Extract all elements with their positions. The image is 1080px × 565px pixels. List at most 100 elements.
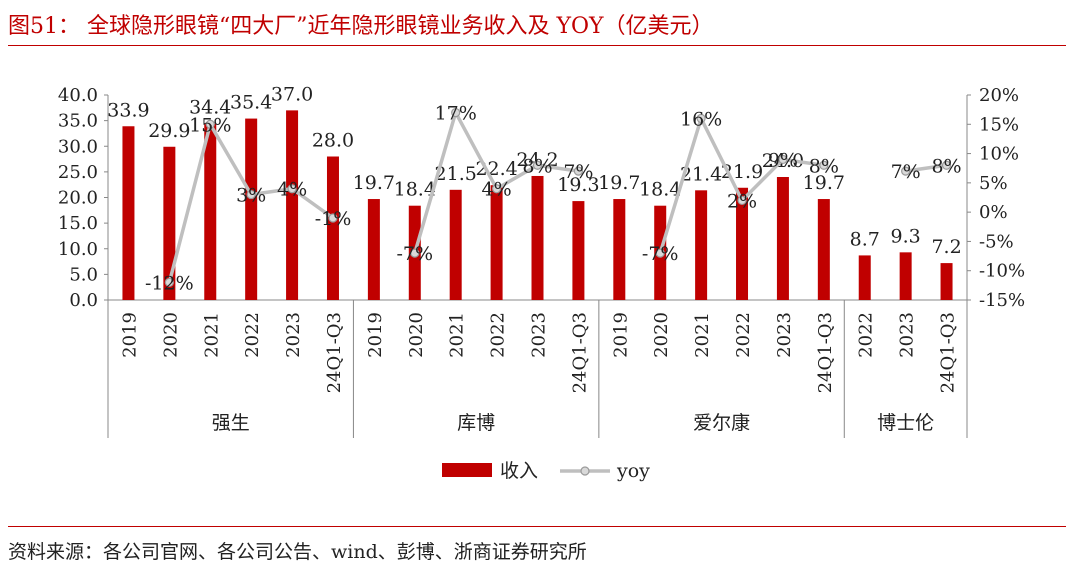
yoy-point — [205, 119, 215, 129]
yoy-data-label: 15% — [189, 114, 231, 136]
revenue-bar — [367, 199, 380, 300]
group-label: 强生 — [212, 412, 250, 434]
revenue-bar — [449, 189, 462, 300]
category-tick-label: 2023 — [283, 312, 304, 358]
category-tick-label: 2019 — [610, 312, 631, 358]
category-tick-label: 2022 — [488, 312, 509, 358]
category-tick-label: 2020 — [406, 312, 427, 358]
figure-title: 图51： 全球隐形眼镜“四大厂”近年隐形眼镜业务收入及 YOY（亿美元） — [8, 14, 714, 39]
legend-label-yoy: yoy — [616, 460, 650, 482]
category-tick-label: 2023 — [897, 312, 918, 358]
revenue-bar — [899, 252, 912, 300]
yoy-point — [941, 160, 952, 170]
revenue-data-label: 29.9 — [148, 120, 190, 142]
right-axis-tick-label: -5% — [979, 231, 1014, 252]
category-tick-label: 2019 — [365, 312, 386, 358]
category-tick-label: 24Q1-Q3 — [324, 312, 345, 393]
yoy-data-label: 2% — [727, 190, 757, 212]
yoy-data-label: 3% — [236, 185, 266, 207]
revenue-data-label: 9.3 — [891, 225, 921, 247]
group-label: 库博 — [457, 412, 495, 434]
right-axis-tick-label: -15% — [979, 290, 1025, 311]
revenue-bar — [204, 123, 217, 300]
category-tick-label: 2022 — [733, 312, 754, 358]
yoy-point — [410, 248, 420, 258]
yoy-point — [287, 184, 297, 194]
yoy-data-label: 8% — [522, 155, 552, 177]
category-tick-label: 2020 — [651, 312, 672, 358]
title-rule — [8, 45, 1066, 46]
left-axis-tick-label: 10.0 — [58, 239, 98, 260]
yoy-point — [328, 213, 338, 223]
yoy-point — [164, 277, 174, 288]
revenue-data-label: 18.4 — [639, 179, 681, 201]
revenue-data-label: 19.7 — [353, 172, 395, 194]
revenue-data-label: 21.5 — [435, 163, 477, 185]
left-axis-tick-label: 20.0 — [58, 188, 98, 209]
revenue-data-label: 18.4 — [394, 179, 436, 201]
yoy-point — [532, 160, 543, 170]
revenue-data-label: 35.4 — [230, 92, 272, 114]
yoy-point — [655, 248, 665, 258]
revenue-data-label: 28.0 — [312, 130, 354, 152]
yoy-line — [905, 163, 947, 173]
revenue-data-label: 34.4 — [189, 97, 231, 119]
left-axis-tick-label: 0.0 — [69, 290, 98, 311]
legend-swatch-revenue — [442, 463, 492, 477]
right-axis-tick-label: 0% — [979, 202, 1008, 223]
revenue-bar — [940, 263, 953, 300]
yoy-point — [696, 113, 706, 124]
yoy-point — [451, 107, 461, 118]
revenue-data-label: 22.4 — [475, 158, 517, 180]
yoy-data-label: 9% — [768, 149, 798, 171]
revenue-bar — [245, 118, 258, 300]
left-axis-tick-label: 30.0 — [58, 136, 98, 157]
revenue-bar — [163, 146, 176, 300]
yoy-point — [737, 195, 747, 206]
category-tick-label: 2019 — [119, 312, 140, 358]
category-tick-label: 24Q1-Q3 — [938, 312, 959, 393]
yoy-data-label: -12% — [145, 272, 194, 294]
category-tick-label: 2023 — [529, 312, 550, 358]
revenue-bar — [326, 156, 339, 300]
revenue-bar — [776, 177, 789, 300]
yoy-point — [246, 189, 256, 200]
category-tick-label: 24Q1-Q3 — [569, 312, 590, 393]
yoy-data-label: 4% — [277, 179, 307, 201]
revenue-bar — [572, 201, 585, 300]
yoy-data-label: 8% — [931, 155, 961, 177]
revenue-data-label: 19.7 — [803, 172, 845, 194]
revenue-bar — [736, 187, 749, 300]
revenue-data-label: 33.9 — [107, 99, 149, 121]
footer-rule — [8, 526, 1066, 527]
group-label: 博士伦 — [877, 412, 934, 434]
category-tick-label: 2021 — [447, 312, 468, 358]
category-tick-label: 2020 — [160, 312, 181, 358]
category-tick-label: 2021 — [692, 312, 713, 358]
left-axis-tick-label: 15.0 — [58, 213, 98, 234]
legend-swatch-yoy-marker — [580, 466, 590, 476]
revenue-bar — [858, 255, 871, 300]
left-axis-tick-label: 40.0 — [58, 85, 98, 106]
right-axis-tick-label: 5% — [979, 173, 1008, 194]
revenue-bar — [531, 175, 544, 300]
revenue-data-label: 37.0 — [271, 83, 313, 105]
revenue-data-label: 19.7 — [598, 172, 640, 194]
revenue-bar — [613, 199, 626, 300]
right-axis-tick-label: 20% — [979, 85, 1019, 106]
revenue-data-label: 19.3 — [557, 174, 599, 196]
yoy-data-label: 7% — [563, 161, 593, 183]
category-tick-label: 24Q1-Q3 — [815, 312, 836, 393]
source-note: 资料来源：各公司官网、各公司公告、wind、彭博、浙商证券研究所 — [8, 541, 587, 563]
right-axis-tick-label: 10% — [979, 144, 1019, 165]
yoy-data-label: 4% — [482, 179, 512, 201]
yoy-data-label: -1% — [315, 208, 352, 230]
yoy-point — [573, 166, 584, 176]
left-axis-tick-label: 5.0 — [69, 264, 98, 285]
yoy-data-label: -7% — [642, 243, 679, 265]
group-label: 爱尔康 — [693, 412, 750, 434]
right-axis-tick-label: 15% — [979, 114, 1019, 135]
revenue-bar — [817, 199, 830, 300]
revenue-bar — [695, 190, 708, 300]
chart-canvas: 0.0 5.0 10.0 15.0 20.0 25.0 30.0 35.0 40.0 -15% -1… — [58, 83, 1025, 482]
